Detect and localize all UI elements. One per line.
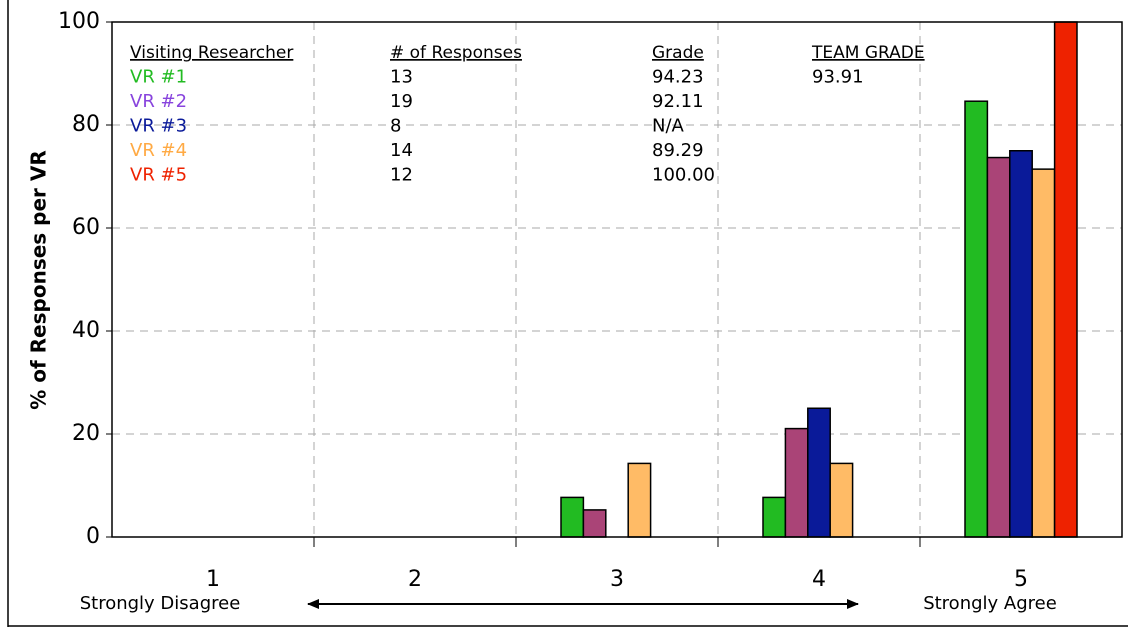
bar [762, 496, 787, 538]
plot-frame [111, 21, 1123, 538]
bar [829, 462, 854, 538]
table-cell: 13 [390, 67, 413, 88]
x-tick-label: 4 [812, 567, 826, 592]
bar [1009, 150, 1033, 538]
bar [784, 427, 809, 538]
bar [964, 100, 989, 538]
table-cell: 100.00 [652, 165, 715, 186]
y-tick-label: 40 [72, 318, 100, 343]
annotation: Strongly Disagree [80, 593, 241, 614]
x-tick-label: 5 [1014, 567, 1028, 592]
x-tick-label: 3 [610, 567, 624, 592]
legend-entry: VR #5 [130, 165, 187, 186]
table-cell: 12 [390, 165, 413, 186]
y-tick-label: 60 [72, 215, 100, 240]
annotation: Strongly Agree [923, 593, 1057, 614]
team-grade: 93.91 [812, 67, 864, 88]
bar [1053, 21, 1078, 538]
bar [1031, 168, 1056, 538]
y-tick-label: 0 [86, 524, 100, 549]
table-header: Grade [652, 43, 704, 63]
legend-entry: VR #3 [130, 116, 187, 137]
table-header: TEAM GRADE [811, 43, 925, 63]
table-header: # of Responses [390, 43, 522, 63]
bar [560, 496, 585, 538]
legend-entry: VR #4 [130, 140, 187, 161]
y-tick-label: 100 [58, 9, 100, 34]
y-tick-label: 80 [72, 112, 100, 137]
legend-entry: VR #2 [130, 91, 187, 112]
bar [627, 462, 652, 538]
bar [986, 156, 1011, 538]
table-header: Visiting Researcher [130, 43, 293, 63]
table-cell: N/A [652, 116, 685, 137]
x-tick-label: 2 [408, 567, 422, 592]
x-tick-label: 1 [206, 567, 220, 592]
bar [807, 407, 831, 538]
table-cell: 19 [390, 91, 413, 112]
y-axis-label: % of Responses per VR [27, 150, 51, 410]
y-tick-label: 20 [72, 421, 100, 446]
legend-entry: VR #1 [130, 67, 187, 88]
table-cell: 92.11 [652, 91, 704, 112]
table-cell: 8 [390, 116, 401, 137]
bar [582, 509, 607, 538]
table-cell: 14 [390, 140, 413, 161]
table-cell: 89.29 [652, 140, 704, 161]
table-cell: 94.23 [652, 67, 704, 88]
